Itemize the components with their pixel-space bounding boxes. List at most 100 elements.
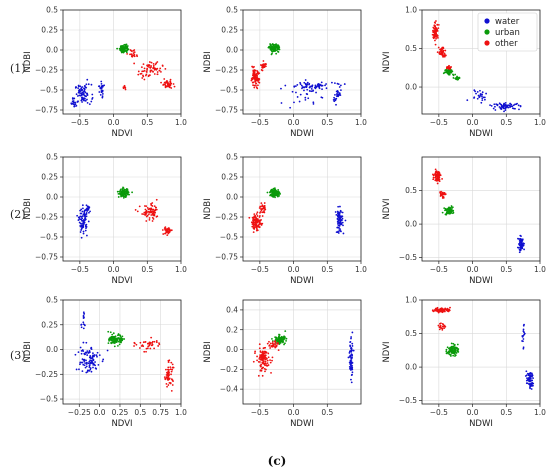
data-point-other (166, 229, 168, 232)
data-point-water (305, 93, 308, 95)
data-point-water (80, 212, 83, 215)
data-point-other (250, 221, 253, 224)
data-point-other (258, 78, 261, 80)
data-point-other (168, 84, 170, 87)
data-point-other (253, 221, 256, 224)
data-point-other (138, 205, 141, 208)
legend-box (477, 12, 538, 52)
data-point-water (348, 352, 351, 354)
y-axis-label: NDBI (23, 198, 33, 219)
data-point-other (262, 60, 265, 62)
data-point-other (256, 228, 258, 231)
x-tick-label: 0.0 (467, 265, 479, 274)
data-point-water (341, 221, 344, 224)
data-point-water (350, 336, 353, 338)
x-tick-label: 1.0 (175, 118, 187, 127)
data-point-other (436, 182, 439, 185)
data-point-other (437, 179, 440, 182)
data-point-other (266, 357, 268, 360)
data-point-other (148, 64, 151, 67)
x-axis-label: NDWI (290, 129, 314, 139)
data-point-urban (284, 342, 286, 345)
data-point-urban (111, 333, 114, 336)
x-axis-label: NDVI (111, 129, 132, 139)
x-tick-label: 0.0 (108, 265, 120, 274)
data-point-water (89, 354, 92, 357)
data-point-urban (268, 191, 271, 194)
data-point-other (264, 351, 267, 353)
data-point-water (318, 87, 321, 90)
data-point-other (171, 368, 174, 371)
data-point-other (153, 340, 156, 343)
data-point-other (257, 374, 260, 377)
data-point-urban (271, 195, 274, 198)
data-point-other (257, 81, 260, 83)
data-point-water (340, 219, 343, 221)
data-point-water (97, 85, 100, 88)
data-point-other (277, 349, 280, 352)
data-point-water (518, 108, 520, 111)
plot-area (63, 300, 181, 404)
scatter-panel-6: −0.5 0.0 0.5 1.0 −0.5 0.0 0.5 NDWI NDVI (382, 156, 546, 286)
y-tick-label: 0.5 (405, 329, 417, 338)
data-point-water (293, 85, 296, 88)
data-point-water (82, 311, 85, 314)
data-point-water (85, 351, 88, 354)
legend-label-water: water (495, 17, 520, 27)
data-point-water (529, 386, 531, 388)
data-point-other (256, 355, 258, 358)
data-point-other (258, 207, 261, 209)
data-point-other (151, 216, 154, 219)
data-point-water (519, 104, 522, 107)
row-label-2: (2) (10, 208, 26, 221)
data-point-other (140, 66, 143, 69)
data-point-water (92, 352, 94, 355)
data-point-urban (125, 191, 127, 194)
x-tick-label: 0.5 (141, 118, 153, 127)
data-point-water (80, 94, 83, 97)
data-point-water (80, 227, 83, 230)
y-tick-label: −0.25 (215, 66, 238, 75)
data-point-urban (108, 338, 110, 341)
data-point-other (442, 50, 444, 53)
data-point-urban (282, 337, 285, 340)
data-point-other (138, 347, 141, 349)
x-tick-label: −0.25 (68, 408, 91, 417)
data-point-urban (448, 71, 451, 73)
data-point-other (263, 63, 266, 66)
data-point-other (436, 310, 439, 313)
data-point-other (441, 329, 444, 331)
data-point-other (267, 364, 270, 366)
data-point-water (343, 83, 346, 85)
data-point-other (252, 227, 255, 230)
x-tick-label: −0.5 (251, 408, 269, 417)
data-point-urban (272, 192, 274, 194)
data-point-other (251, 76, 254, 79)
data-point-urban (447, 350, 450, 353)
data-point-urban (119, 189, 122, 192)
data-point-water (349, 366, 352, 368)
data-point-water (336, 92, 339, 95)
data-point-water (74, 103, 77, 106)
data-point-urban (450, 71, 452, 73)
data-point-other (145, 350, 147, 353)
data-point-other (442, 55, 444, 58)
data-point-urban (119, 48, 122, 51)
data-point-water (509, 106, 512, 108)
data-point-other (260, 202, 263, 204)
data-point-water (289, 106, 292, 109)
data-point-water (344, 219, 347, 222)
data-point-other (431, 309, 434, 312)
data-point-urban (274, 188, 276, 191)
data-point-other (124, 88, 127, 91)
data-point-other (448, 67, 450, 69)
data-point-other (261, 361, 264, 364)
data-point-urban (277, 46, 280, 49)
data-point-water (351, 345, 354, 347)
data-point-other (134, 209, 137, 211)
data-point-urban (125, 189, 128, 191)
data-point-water (80, 236, 83, 239)
data-point-water (100, 87, 103, 90)
data-point-other (437, 311, 440, 314)
data-point-other (145, 215, 148, 218)
